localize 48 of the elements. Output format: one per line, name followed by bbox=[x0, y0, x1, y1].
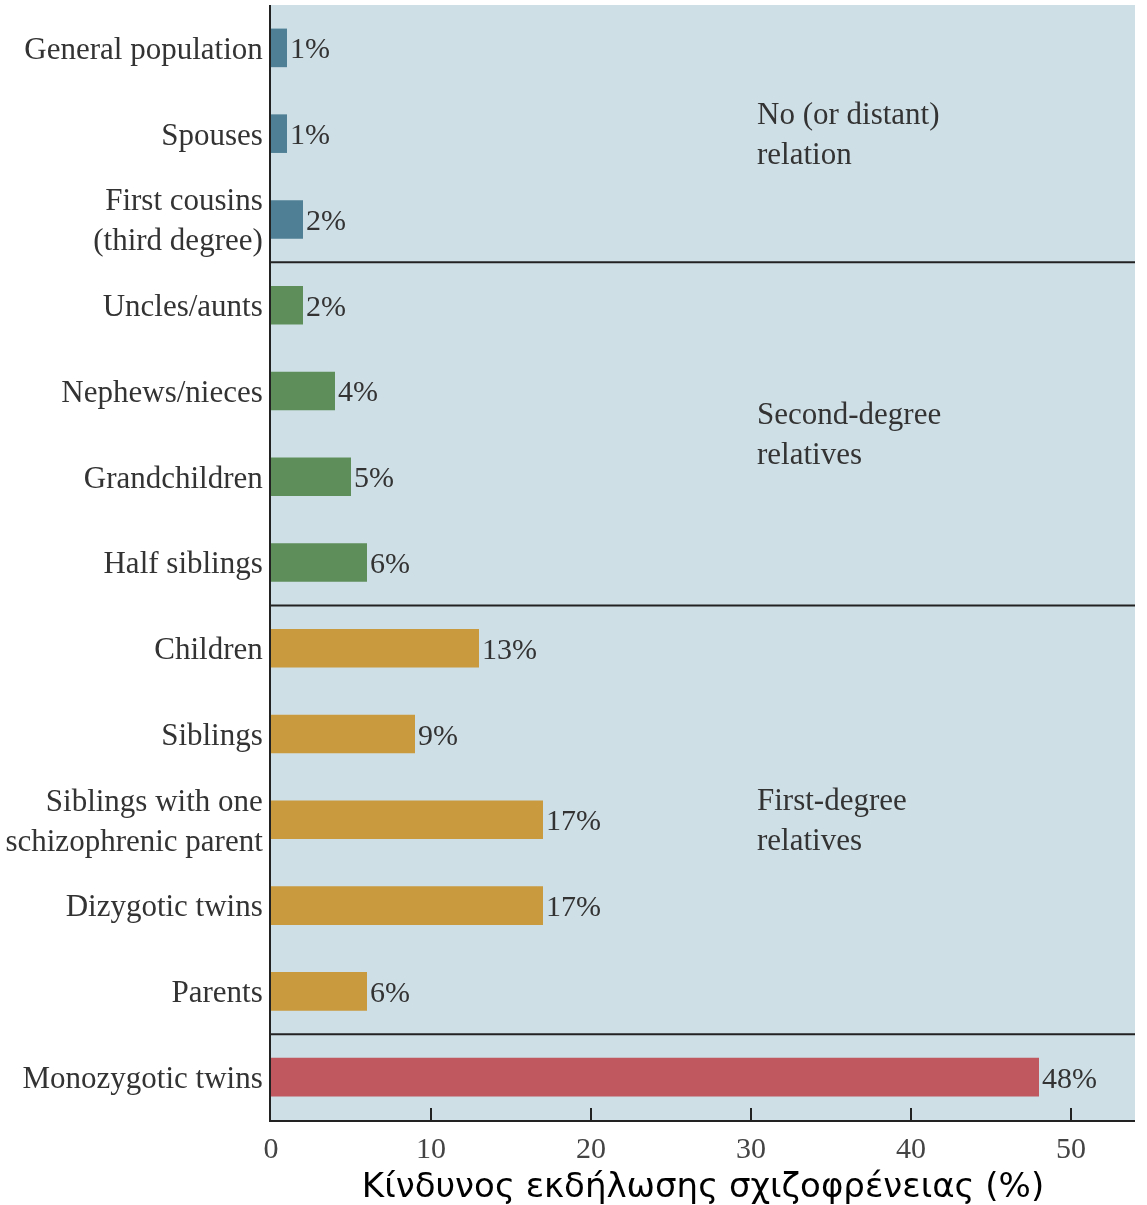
data-label: 5% bbox=[354, 460, 394, 494]
bar bbox=[271, 800, 543, 840]
y-tick-label: Nephews/nieces bbox=[61, 373, 263, 409]
data-label: 6% bbox=[370, 546, 410, 579]
data-label: 9% bbox=[418, 717, 458, 751]
data-label: 4% bbox=[338, 374, 378, 408]
y-tick-label: Dizygotic twins bbox=[65, 888, 263, 924]
band-label: No (or distant) relation bbox=[757, 96, 940, 172]
y-tick-label: Monozygotic twins bbox=[22, 1059, 263, 1095]
x-tick-label: 20 bbox=[576, 1131, 606, 1164]
data-label: 13% bbox=[482, 631, 537, 665]
x-tick-label: 40 bbox=[896, 1131, 926, 1164]
y-tick-label: Spouses bbox=[161, 116, 263, 152]
y-tick-label: First cousins (third degree) bbox=[93, 182, 263, 258]
x-tick-label: 30 bbox=[736, 1131, 766, 1164]
data-label: 2% bbox=[306, 288, 346, 322]
data-label: 1% bbox=[290, 117, 330, 151]
bar bbox=[271, 371, 335, 411]
bar bbox=[271, 457, 351, 497]
bar bbox=[271, 972, 367, 1011]
bar bbox=[271, 714, 415, 754]
y-tick-label: Grandchildren bbox=[83, 459, 264, 495]
y-tick-label: Uncles/aunts bbox=[102, 288, 263, 324]
y-tick-label: General population bbox=[24, 30, 264, 66]
data-label: 1% bbox=[290, 31, 330, 65]
band-label: First-degree relatives bbox=[757, 782, 907, 858]
y-tick-label: Parents bbox=[171, 974, 263, 1010]
bar bbox=[271, 543, 367, 582]
x-tick-label: 10 bbox=[416, 1131, 446, 1164]
data-label: 48% bbox=[1042, 1060, 1097, 1094]
bar bbox=[271, 886, 543, 925]
x-tick-label: 50 bbox=[1056, 1131, 1086, 1164]
y-tick-label: Siblings with one schizophrenic parent bbox=[5, 782, 264, 858]
x-tick-label: 0 bbox=[263, 1131, 279, 1164]
data-label: 17% bbox=[546, 803, 601, 837]
x-axis-title: Κίνδυνος εκδήλωσης σχιζοφρένειας (%) bbox=[361, 1165, 1045, 1205]
data-label: 6% bbox=[370, 974, 410, 1008]
bar bbox=[271, 200, 303, 239]
y-tick-label: Siblings bbox=[161, 716, 263, 752]
bar bbox=[271, 28, 287, 68]
bar bbox=[271, 114, 287, 153]
y-tick-label: Children bbox=[154, 631, 264, 667]
band-label: Second-degree relatives bbox=[757, 396, 942, 472]
bar bbox=[271, 628, 479, 668]
data-label: 17% bbox=[546, 889, 601, 923]
bar bbox=[271, 285, 303, 325]
data-label: 2% bbox=[306, 202, 346, 236]
y-tick-label: Half siblings bbox=[103, 545, 263, 581]
